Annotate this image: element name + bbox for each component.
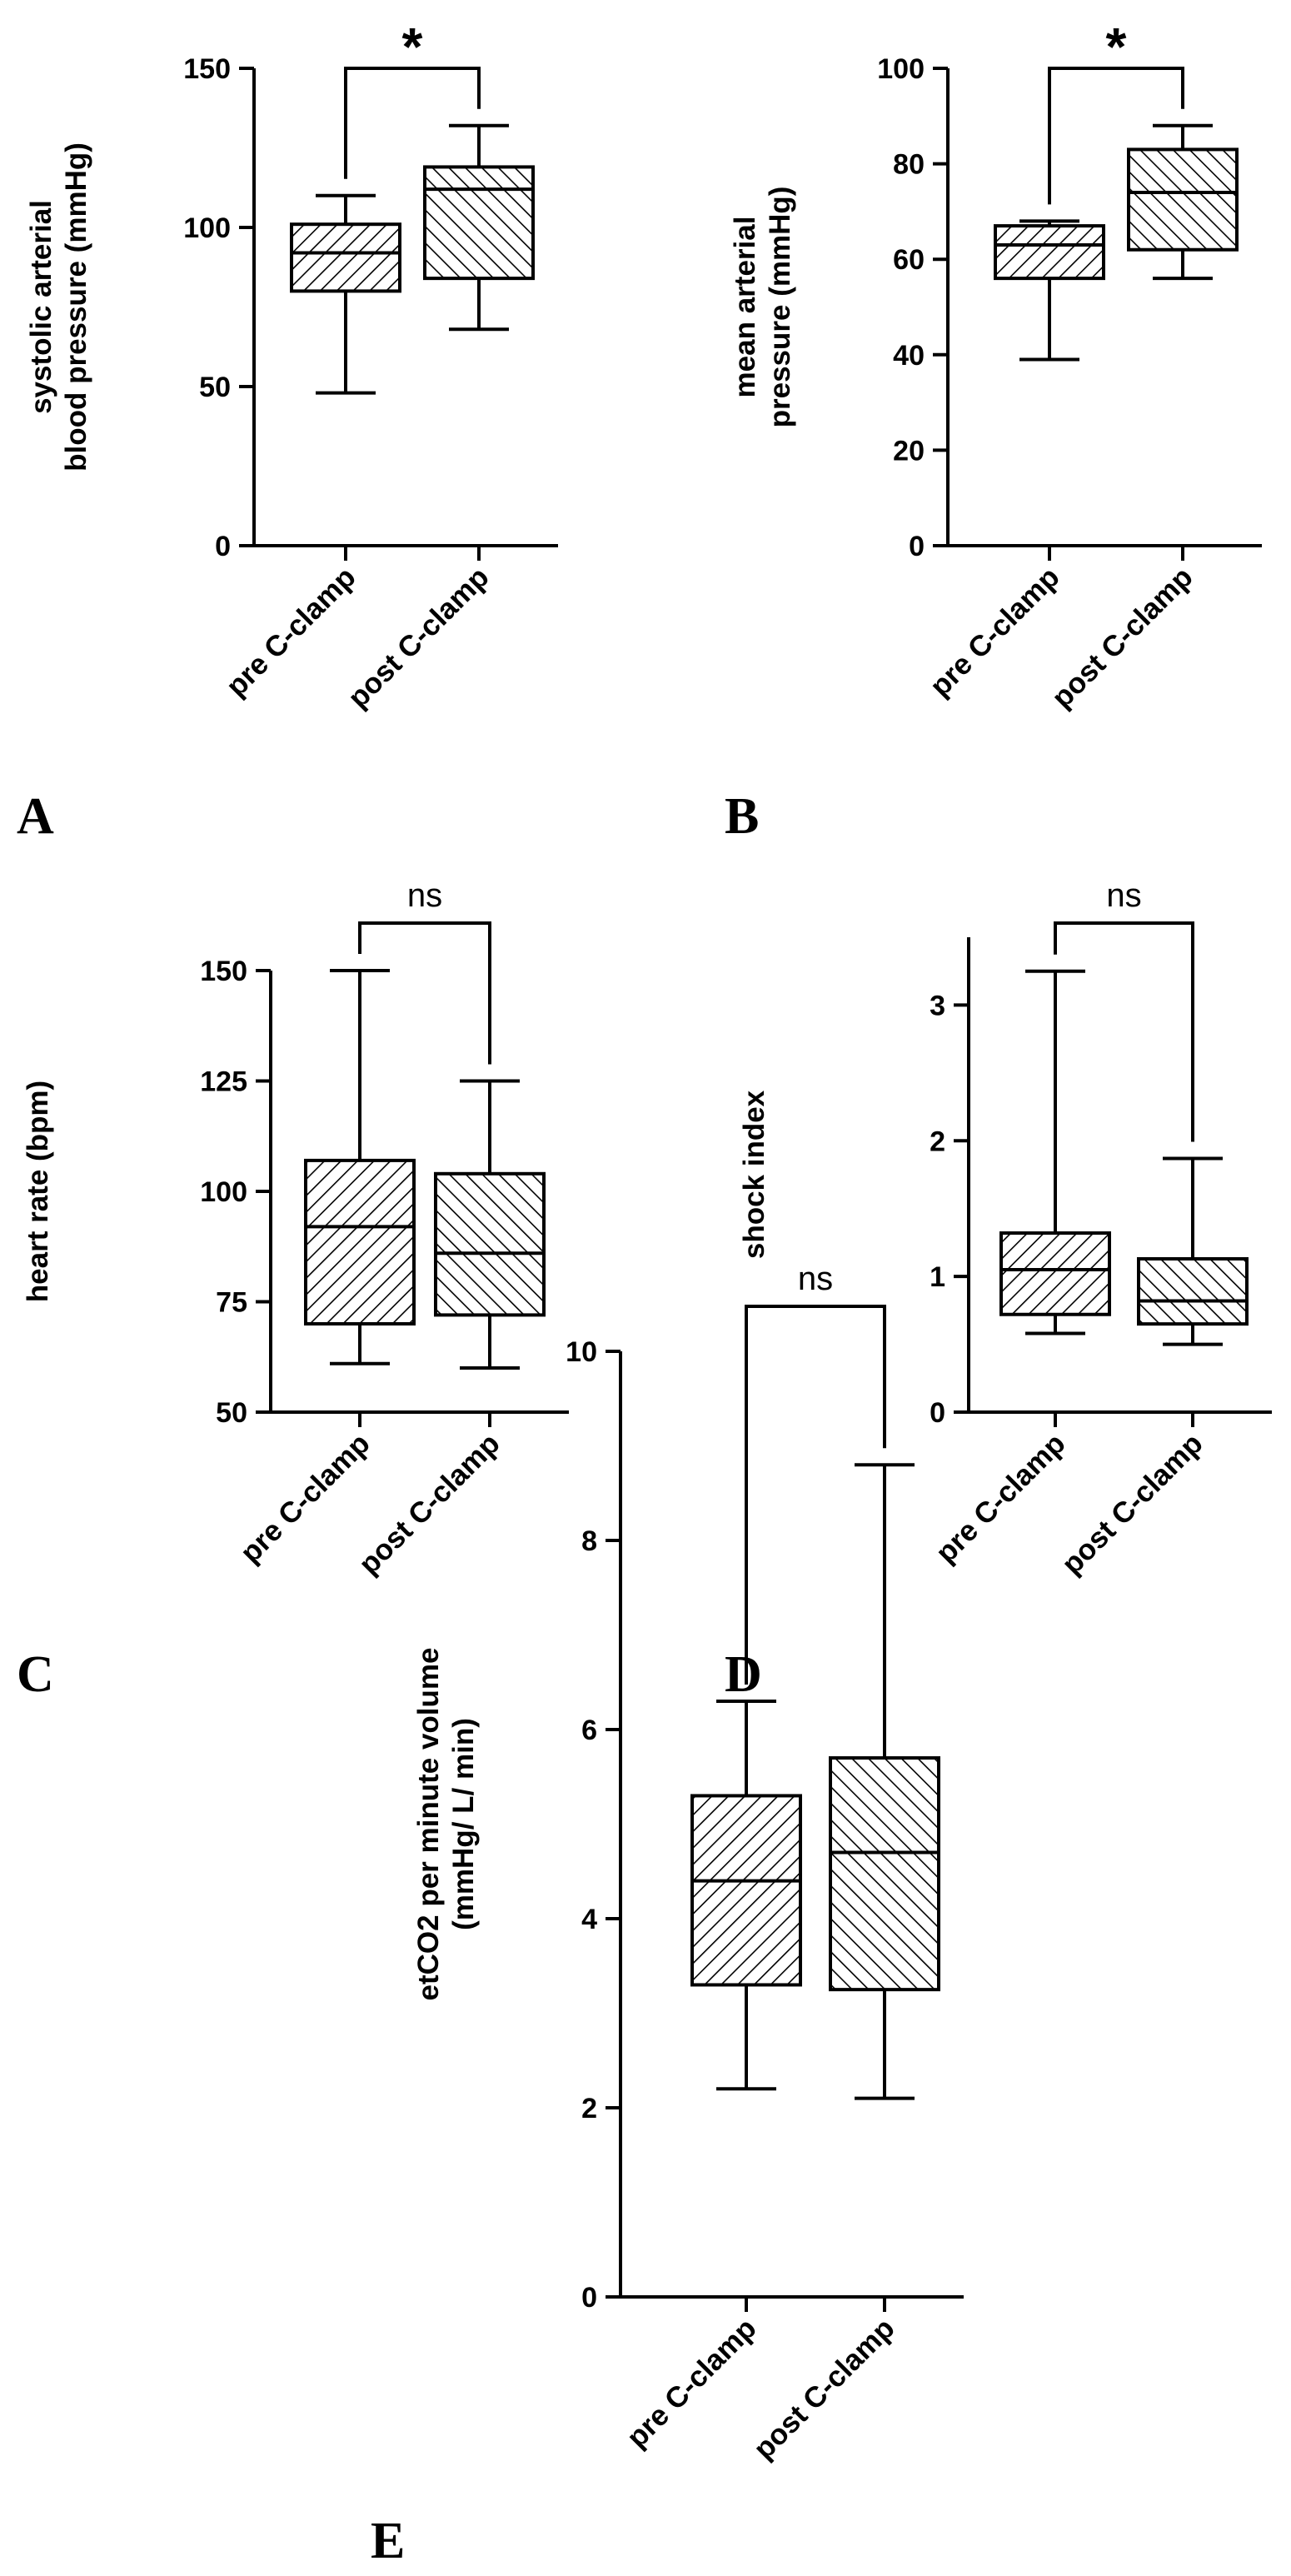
y-tick-label: 100 <box>200 1176 247 1208</box>
panel-letter: C <box>17 1646 54 1703</box>
y-tick-label: 0 <box>930 1397 945 1429</box>
panel-letter: A <box>17 788 54 845</box>
y-tick-label: 1 <box>930 1261 945 1293</box>
box-iqr <box>434 1171 546 1317</box>
x-category-label: pre C-clamp <box>930 1427 1072 1570</box>
box-pre <box>994 219 1105 362</box>
y-tick-label: 100 <box>877 53 925 85</box>
y-tick-label: 0 <box>215 531 231 562</box>
box-iqr <box>1127 147 1239 252</box>
box-iqr <box>994 224 1105 281</box>
y-axis-title-line: shock index <box>738 1090 770 1259</box>
box-post <box>423 123 535 332</box>
y-axis-title-line: etCO2 per minute volume <box>412 1648 445 2001</box>
significance-bracket <box>358 921 491 1065</box>
y-axis-title-line: mean arterial <box>729 217 761 398</box>
significance-bracket <box>1054 921 1194 1142</box>
x-category-label: post C-clamp <box>747 2312 900 2465</box>
y-axis-title: heart rate (bpm) <box>22 1081 54 1302</box>
significance-label: * <box>1106 17 1127 77</box>
y-tick-label: 150 <box>200 956 247 987</box>
box-post <box>1137 1156 1249 1346</box>
y-tick-label: 0 <box>909 531 925 562</box>
y-tick-label: 100 <box>183 212 231 244</box>
y-tick-label: 2 <box>930 1126 945 1157</box>
box-iqr <box>1137 1256 1249 1326</box>
y-axis-title-line: pressure (mmHg) <box>764 187 796 428</box>
y-tick-label: 4 <box>581 1904 597 1935</box>
y-tick-label: 50 <box>216 1397 247 1429</box>
y-tick-label: 60 <box>893 244 925 276</box>
y-tick-label: 20 <box>893 435 925 467</box>
x-category-label: pre C-clamp <box>220 561 362 703</box>
box-iqr <box>690 1794 802 1987</box>
y-tick-label: 6 <box>581 1715 597 1746</box>
y-tick-label: 8 <box>581 1525 597 1557</box>
x-category-label: pre C-clamp <box>924 561 1066 703</box>
y-tick-label: 2 <box>581 2093 597 2124</box>
y-tick-label: 150 <box>183 53 231 85</box>
x-category-label: pre C-clamp <box>621 2312 763 2454</box>
box-iqr <box>304 1158 416 1326</box>
y-tick-label: 0 <box>581 2282 597 2314</box>
box-pre <box>304 969 416 1365</box>
panel-letter: E <box>371 2513 405 2569</box>
box-iqr <box>829 1756 940 1992</box>
y-axis-title-line: heart rate (bpm) <box>22 1081 54 1302</box>
y-axis-title-line: blood pressure (mmHg) <box>60 142 92 472</box>
significance-label: ns <box>798 1261 833 1297</box>
x-category-label: post C-clamp <box>1045 561 1199 714</box>
y-tick-label: 75 <box>216 1287 247 1319</box>
x-category-label: post C-clamp <box>341 561 495 714</box>
y-tick-label: 10 <box>566 1336 597 1368</box>
y-tick-label: 80 <box>893 149 925 181</box>
y-axis-title-line: (mmHg/ L/ min) <box>447 1718 480 1930</box>
box-pre <box>290 193 401 395</box>
significance-label: ns <box>1106 877 1141 914</box>
x-category-label: post C-clamp <box>1055 1427 1209 1580</box>
y-tick-label: 40 <box>893 340 925 372</box>
y-tick-label: 3 <box>930 990 945 1021</box>
y-axis-title: etCO2 per minute volume (mmHg/ L/ min) <box>412 1648 480 2001</box>
box-iqr <box>290 222 401 293</box>
box-post <box>829 1463 940 2100</box>
box-pre <box>999 969 1111 1335</box>
y-tick-label: 125 <box>200 1066 247 1098</box>
significance-label: * <box>402 17 423 77</box>
box-iqr <box>423 165 535 281</box>
panel-letter: B <box>725 788 759 845</box>
y-axis-title: shock index <box>738 1090 770 1259</box>
y-axis-title: mean arterial pressure (mmHg) <box>729 187 796 428</box>
significance-bracket <box>344 67 481 179</box>
panel-letter: D <box>725 1646 762 1703</box>
significance-bracket <box>1048 67 1184 205</box>
box-iqr <box>999 1231 1111 1316</box>
box-post <box>434 1079 546 1370</box>
y-axis-title: systolic arterial blood pressure (mmHg) <box>25 142 92 472</box>
y-axis-title-line: systolic arterial <box>25 200 57 414</box>
significance-label: ns <box>407 877 442 914</box>
box-pre <box>690 1699 802 2091</box>
y-tick-label: 50 <box>199 372 231 403</box>
x-category-label: pre C-clamp <box>234 1427 376 1570</box>
box-post <box>1127 123 1239 281</box>
significance-bracket <box>745 1305 886 1685</box>
